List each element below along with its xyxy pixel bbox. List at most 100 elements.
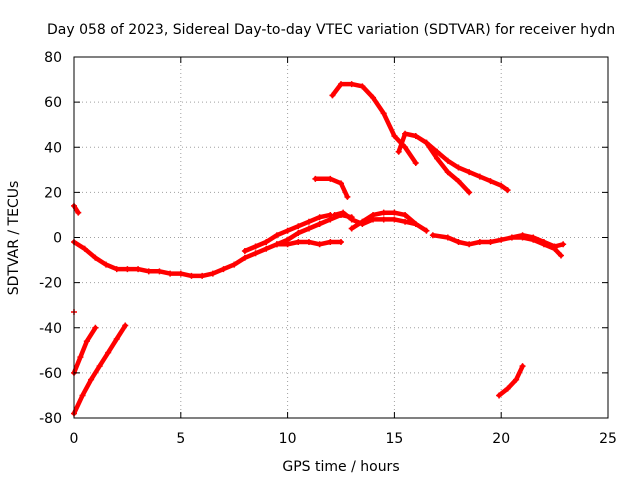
y-axis-label: SDTVAR / TECUs xyxy=(6,181,22,296)
data-point xyxy=(81,245,88,252)
data-point xyxy=(513,376,520,383)
data-point xyxy=(391,132,398,139)
data-point xyxy=(455,164,462,171)
x-axis-label: GPS time / hours xyxy=(282,459,399,475)
data-point xyxy=(412,160,419,167)
data-point xyxy=(391,209,398,216)
data-point xyxy=(391,216,398,223)
series-arc-i xyxy=(331,209,419,227)
data-point xyxy=(316,241,323,248)
data-point xyxy=(466,189,473,196)
data-point xyxy=(519,232,526,239)
data-point xyxy=(305,239,312,246)
series-arc-m xyxy=(329,81,419,167)
data-point xyxy=(540,239,547,246)
series-arc-e xyxy=(71,211,355,279)
data-point xyxy=(145,268,152,275)
data-point xyxy=(167,270,174,277)
data-point xyxy=(177,270,184,277)
data-point xyxy=(124,266,131,273)
y-tick-label: 80 xyxy=(44,50,62,66)
data-point xyxy=(487,178,494,185)
data-point xyxy=(284,227,291,234)
data-point xyxy=(263,245,270,252)
data-point xyxy=(344,193,351,200)
data-point xyxy=(402,130,409,137)
data-point xyxy=(402,218,409,225)
y-tick-label: -80 xyxy=(39,411,62,427)
data-point xyxy=(519,363,526,370)
series-line xyxy=(424,140,510,193)
series-arc-p xyxy=(496,363,526,399)
series-arc-g xyxy=(273,239,344,248)
data-point xyxy=(359,220,366,227)
data-point xyxy=(348,225,355,232)
data-point xyxy=(348,81,355,88)
y-tick-label: -20 xyxy=(39,276,62,292)
series-arc-o xyxy=(423,139,511,194)
data-point xyxy=(103,261,110,268)
series-arc-f xyxy=(241,211,334,255)
data-point xyxy=(496,392,503,399)
data-point xyxy=(209,270,216,277)
data-point xyxy=(105,349,112,356)
data-point xyxy=(380,216,387,223)
data-point xyxy=(395,148,402,155)
x-tick-label: 10 xyxy=(279,431,297,447)
data-point xyxy=(284,241,291,248)
data-point xyxy=(92,254,99,261)
data-point xyxy=(113,266,120,273)
data-point xyxy=(231,261,238,268)
ticks: 0 5 10 15 20 25 -80 -60 -40 -20 0 20 40 60 80 xyxy=(39,50,617,447)
data-point xyxy=(252,250,259,257)
data-point xyxy=(220,266,227,273)
data-point xyxy=(188,272,195,279)
data-point xyxy=(498,236,505,243)
data-point xyxy=(156,268,163,275)
data-point xyxy=(504,385,511,392)
data-point xyxy=(92,324,99,331)
x-tick-label: 15 xyxy=(385,431,403,447)
data-point xyxy=(312,175,319,182)
data-point xyxy=(273,241,280,248)
series-line xyxy=(496,363,525,398)
data-point xyxy=(77,354,84,361)
data-point xyxy=(96,363,103,370)
data-point xyxy=(434,155,441,162)
series-arc-b xyxy=(71,322,129,417)
data-point xyxy=(305,218,312,225)
series-line xyxy=(313,176,350,200)
series-line xyxy=(430,232,564,258)
data-point xyxy=(508,234,515,241)
series-arc-k xyxy=(508,232,567,250)
data-layer xyxy=(71,81,567,417)
data-point xyxy=(88,376,95,383)
data-point xyxy=(359,83,366,90)
data-point xyxy=(327,175,334,182)
data-point xyxy=(75,209,82,216)
data-point xyxy=(380,209,387,216)
data-point xyxy=(380,110,387,117)
data-point xyxy=(370,216,377,223)
y-tick-label: -60 xyxy=(39,366,62,382)
y-tick-label: 40 xyxy=(44,140,62,156)
series-line xyxy=(71,325,98,376)
x-tick-label: 0 xyxy=(70,431,79,447)
data-point xyxy=(338,81,344,88)
data-point xyxy=(348,216,355,223)
series-arc-l xyxy=(312,175,351,200)
data-point xyxy=(444,234,451,241)
y-tick-label: 60 xyxy=(44,95,62,111)
data-point xyxy=(444,169,451,176)
data-point xyxy=(504,187,511,194)
data-point xyxy=(273,232,280,239)
data-point xyxy=(305,225,312,232)
data-point xyxy=(83,338,90,345)
data-point xyxy=(331,211,338,218)
data-point xyxy=(122,322,129,329)
series-line xyxy=(71,212,354,279)
data-point xyxy=(327,239,334,246)
data-point xyxy=(560,241,567,248)
series-arc-n xyxy=(395,130,473,196)
